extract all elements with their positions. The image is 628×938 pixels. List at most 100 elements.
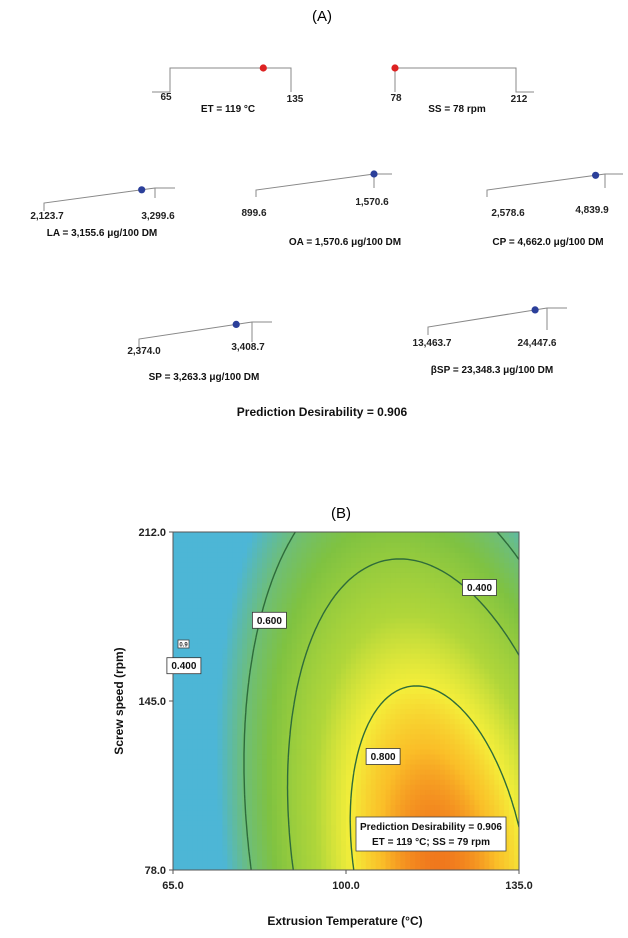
heatmap-cell (261, 693, 268, 700)
heatmap-cell (346, 622, 352, 629)
heatmap-cell (316, 733, 322, 740)
heatmap-cell (464, 799, 471, 806)
heatmap-cell (247, 824, 253, 831)
heatmap-cell (514, 572, 519, 578)
heatmap-cell (252, 718, 258, 725)
heatmap-cell (355, 607, 362, 614)
heatmap-cell (321, 708, 327, 715)
heatmap-cell (187, 648, 194, 654)
heatmap-cell (217, 653, 224, 659)
heatmap-cell (360, 537, 367, 543)
heatmap-cell (355, 723, 362, 730)
heatmap-cell (509, 764, 515, 770)
heatmap-cell (375, 582, 382, 589)
heatmap-cell (311, 632, 317, 639)
heatmap-cell (514, 784, 519, 790)
heatmap-cell (316, 607, 322, 614)
heatmap-cell (331, 668, 337, 674)
heatmap-cell (266, 819, 273, 826)
heatmap-cell (355, 537, 362, 543)
heatmap-cell (370, 708, 377, 715)
heatmap-cell (380, 849, 387, 856)
heatmap-cell (360, 718, 367, 725)
heatmap-cell (405, 859, 411, 866)
heatmap-cell (306, 839, 312, 846)
heatmap-cell (514, 864, 519, 870)
heatmap-cell (464, 627, 471, 634)
heatmap-cell (247, 819, 253, 826)
heatmap-cell (326, 587, 332, 594)
heatmap-cell (514, 663, 519, 669)
heatmap-cell (311, 799, 317, 806)
heatmap-cell (514, 703, 519, 710)
heatmap-cell (479, 738, 485, 745)
heatmap-cell (192, 542, 199, 548)
heatmap-cell (415, 769, 421, 775)
heatmap-cell (192, 582, 199, 589)
heatmap-cell (296, 587, 303, 594)
heatmap-cell (336, 547, 342, 553)
heatmap-cell (341, 854, 347, 861)
heatmap-cell (469, 789, 476, 795)
heatmap-cell (341, 648, 347, 654)
heatmap-cell (207, 547, 214, 553)
heatmap-cell (242, 582, 248, 589)
heatmap-cell (350, 784, 357, 790)
heatmap-cell (350, 708, 357, 715)
heatmap-cell (499, 748, 505, 755)
heatmap-cell (459, 693, 466, 700)
heatmap-cell (385, 622, 392, 629)
heatmap-cell (173, 587, 179, 594)
heatmap-cell (346, 592, 352, 599)
heatmap-cell (439, 642, 446, 649)
heatmap-cell (415, 753, 421, 760)
heatmap-cell (430, 663, 436, 669)
heatmap-cell (261, 532, 268, 538)
heatmap-cell (177, 542, 184, 548)
heatmap-cell (257, 713, 263, 720)
heatmap-cell (247, 532, 253, 538)
heatmap-cell (187, 708, 194, 715)
heatmap-cell (173, 748, 179, 755)
heatmap-cell (380, 587, 387, 594)
heatmap-cell (336, 653, 342, 659)
heatmap-cell (212, 718, 219, 725)
heatmap-cell (370, 658, 377, 664)
heatmap-cell (405, 562, 411, 568)
heatmap-cell (504, 577, 510, 584)
heatmap-cell (326, 753, 332, 760)
heatmap-cell (370, 723, 377, 730)
heatmap-cell (390, 582, 397, 589)
heatmap-cell (281, 653, 288, 659)
heatmap-cell (286, 708, 293, 715)
heatmap-cell (410, 642, 416, 649)
heatmap-cell (410, 804, 416, 811)
heatmap-cell (291, 743, 298, 750)
heatmap-cell (444, 743, 451, 750)
heatmap-cell (509, 824, 515, 831)
heatmap-cell (454, 759, 461, 765)
heatmap-cell (360, 698, 367, 705)
heatmap-cell (286, 532, 293, 538)
heatmap-cell (187, 748, 194, 755)
heatmap-cell (395, 648, 401, 654)
heatmap-cell (173, 713, 179, 720)
heatmap-cell (400, 683, 406, 689)
heatmap-cell (192, 799, 199, 806)
heatmap-cell (271, 597, 278, 604)
heatmap-cell (227, 718, 233, 725)
heatmap-cell (207, 809, 214, 816)
heatmap-cell (173, 844, 179, 851)
heatmap-cell (177, 753, 184, 760)
heatmap-cell (316, 849, 322, 856)
heatmap-cell (177, 602, 184, 609)
heatmap-cell (430, 769, 436, 775)
heatmap-cell (227, 587, 233, 594)
heatmap-cell (281, 703, 288, 710)
heatmap-cell (494, 789, 500, 795)
heatmap-cell (281, 764, 288, 770)
heatmap-cell (173, 698, 179, 705)
heatmap-cell (257, 708, 263, 715)
heatmap-cell (187, 602, 194, 609)
heatmap-cell (370, 733, 377, 740)
